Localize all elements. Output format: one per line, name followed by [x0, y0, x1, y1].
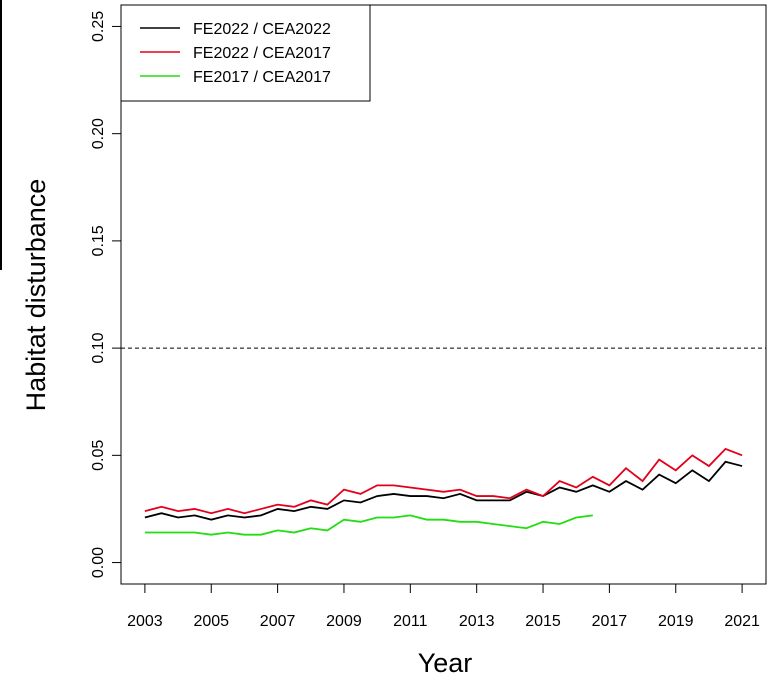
series-line — [144, 514, 593, 536]
y-tick-label: 0.00 — [90, 547, 107, 578]
x-tick-label: 2013 — [459, 613, 495, 630]
x-tick-label: 2005 — [193, 613, 229, 630]
x-tick-label: 2011 — [393, 613, 428, 630]
series-line — [144, 447, 743, 515]
x-tick-label: 2019 — [658, 613, 694, 630]
legend-label: FE2022 / CEA2017 — [193, 45, 331, 62]
y-tick-label: 0.20 — [90, 118, 107, 149]
y-tick-label: 0.05 — [90, 440, 107, 471]
x-tick-label: 2003 — [127, 613, 163, 630]
y-tick-label: 0.15 — [90, 225, 107, 256]
y-tick-label: 0.10 — [90, 332, 107, 363]
legend-label: FE2017 / CEA2017 — [193, 69, 331, 86]
series-line — [144, 460, 743, 521]
y-tick-label: 0.25 — [90, 11, 107, 42]
x-axis-label: Year — [418, 648, 473, 678]
legend-label: FE2022 / CEA2022 — [193, 21, 331, 38]
legend-box — [120, 4, 371, 102]
y-axis-label: Habitat disturbance — [21, 179, 51, 412]
x-tick-label: 2015 — [525, 613, 561, 630]
x-tick-label: 2007 — [260, 613, 296, 630]
x-tick-label: 2017 — [592, 613, 628, 630]
x-tick-label: 2021 — [724, 613, 760, 630]
x-tick-label: 2009 — [326, 613, 362, 630]
